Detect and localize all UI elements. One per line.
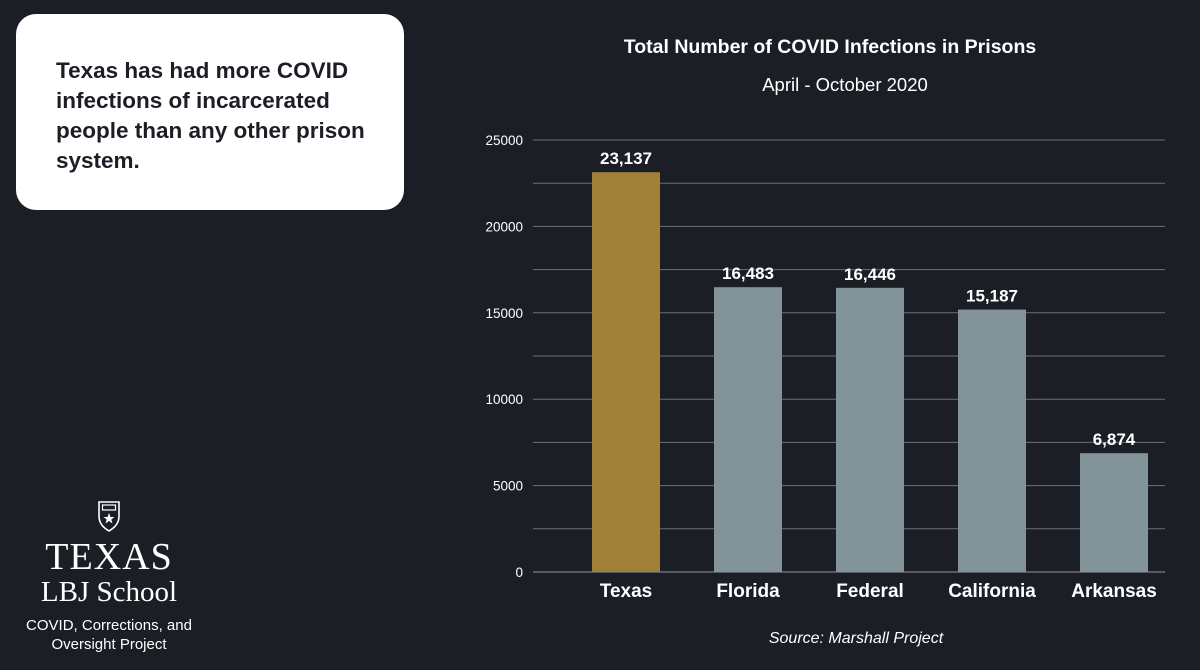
data-label: 15,187 bbox=[966, 287, 1018, 306]
y-tick-label: 15000 bbox=[485, 306, 523, 321]
logo-wordmark: TEXAS bbox=[45, 536, 173, 578]
ut-seal-icon bbox=[98, 501, 120, 532]
callout-box: Texas has had more COVID infections of i… bbox=[16, 14, 404, 210]
y-tick-label: 20000 bbox=[485, 219, 523, 234]
x-tick-label: Arkansas bbox=[1071, 581, 1157, 602]
bar-texas bbox=[592, 172, 660, 573]
y-tick-label: 5000 bbox=[493, 479, 523, 494]
bar-federal bbox=[836, 287, 904, 572]
chart-title: Total Number of COVID Infections in Pris… bbox=[623, 36, 1037, 58]
logo-school-name: LBJ School bbox=[40, 576, 178, 608]
logo-project-name: COVID, Corrections, and Oversight Projec… bbox=[26, 617, 192, 653]
lbj-school-logo: TEXAS LBJ School COVID, Corrections, and… bbox=[20, 498, 198, 654]
data-label: 16,446 bbox=[844, 265, 896, 284]
data-label: 6,874 bbox=[1093, 430, 1136, 449]
callout-text: Texas has had more COVID infections of i… bbox=[56, 58, 365, 173]
y-tick-label: 10000 bbox=[485, 392, 523, 407]
bar-arkansas bbox=[1080, 453, 1148, 572]
x-tick-label: Florida bbox=[716, 581, 780, 602]
chart-source: Source: Marshall Project bbox=[768, 630, 944, 647]
bar-florida bbox=[714, 287, 782, 572]
y-tick-label: 0 bbox=[515, 565, 523, 580]
chart-subtitle: April - October 2020 bbox=[762, 74, 928, 95]
data-label: 23,137 bbox=[600, 149, 652, 168]
data-label: 16,483 bbox=[722, 264, 774, 283]
bar-california bbox=[958, 309, 1026, 572]
x-tick-label: Federal bbox=[836, 581, 904, 602]
x-tick-label: California bbox=[948, 581, 1036, 602]
x-tick-label: Texas bbox=[600, 581, 652, 602]
y-tick-label: 25000 bbox=[485, 133, 523, 148]
